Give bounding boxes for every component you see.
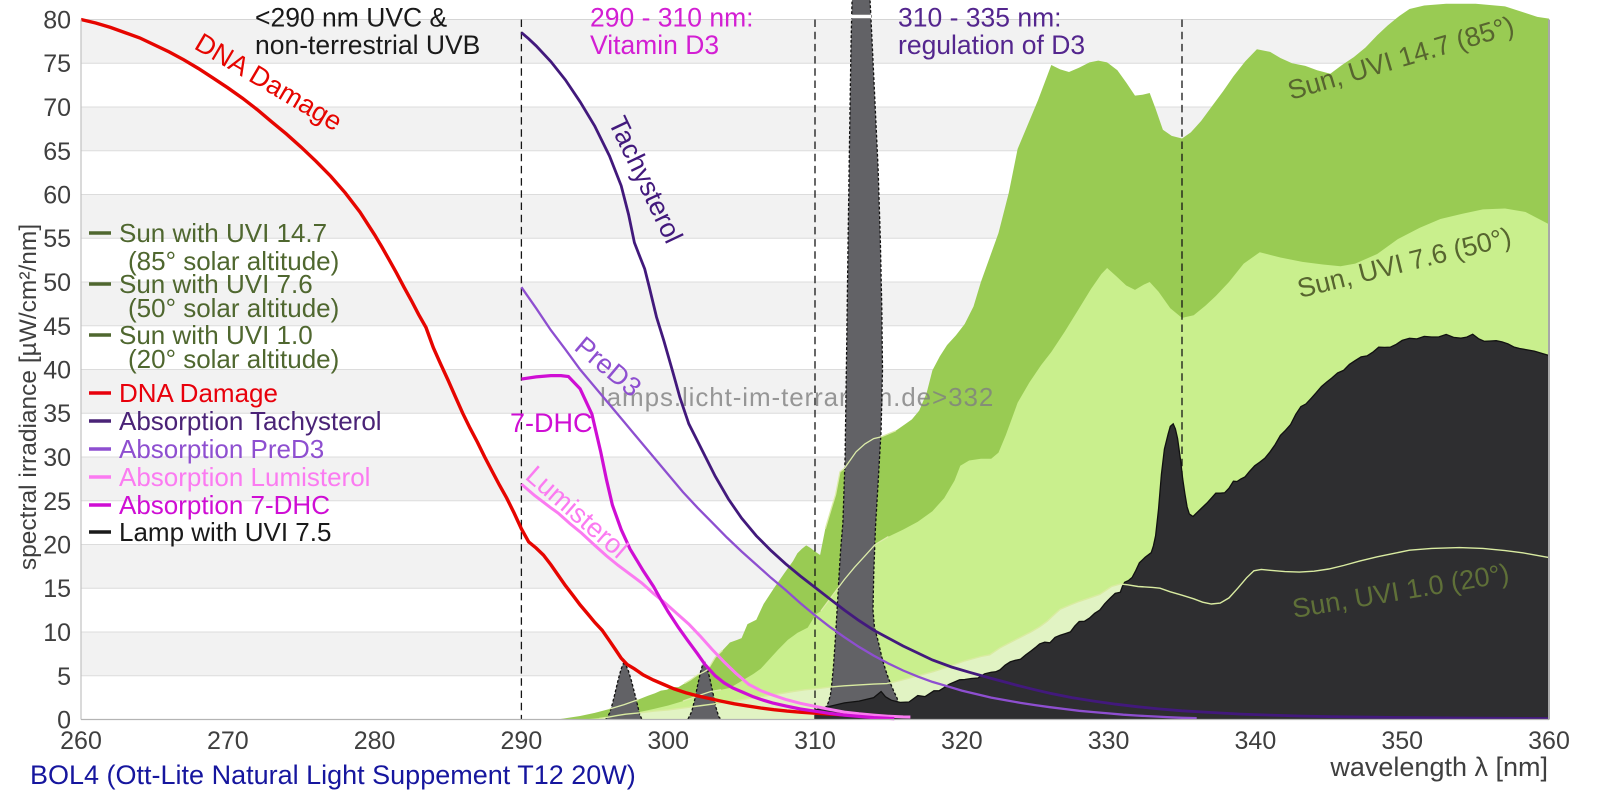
svg-text:Absorption Tachysterol: Absorption Tachysterol bbox=[119, 406, 382, 436]
svg-text:(85° solar altitude): (85° solar altitude) bbox=[128, 246, 339, 276]
svg-text:50: 50 bbox=[43, 269, 71, 297]
svg-text:Lamp with UVI 7.5: Lamp with UVI 7.5 bbox=[119, 517, 331, 547]
svg-text:Vitamin D3: Vitamin D3 bbox=[590, 30, 719, 60]
svg-text:DNA Damage: DNA Damage bbox=[119, 378, 278, 408]
svg-text:65: 65 bbox=[43, 138, 71, 166]
svg-text:Absorption Lumisterol: Absorption Lumisterol bbox=[119, 462, 370, 492]
svg-text:5: 5 bbox=[57, 663, 71, 691]
svg-text:350: 350 bbox=[1381, 727, 1423, 755]
svg-text:(20° solar altitude): (20° solar altitude) bbox=[128, 344, 339, 374]
svg-text:<290 nm UVC &: <290 nm UVC & bbox=[255, 3, 448, 33]
svg-text:75: 75 bbox=[43, 50, 71, 78]
svg-text:20: 20 bbox=[43, 532, 71, 560]
svg-text:spectral irradiance [µW/cm²/nm: spectral irradiance [µW/cm²/nm] bbox=[15, 224, 42, 570]
svg-text:280: 280 bbox=[354, 727, 396, 755]
svg-text:340: 340 bbox=[1235, 727, 1277, 755]
svg-text:regulation of D3: regulation of D3 bbox=[898, 30, 1085, 60]
svg-text:Sun with UVI 14.7: Sun with UVI 14.7 bbox=[119, 218, 327, 248]
svg-text:290: 290 bbox=[501, 727, 543, 755]
svg-text:45: 45 bbox=[43, 313, 71, 341]
svg-text:15: 15 bbox=[43, 575, 71, 603]
svg-text:60: 60 bbox=[43, 182, 71, 210]
svg-text:260: 260 bbox=[60, 727, 102, 755]
svg-text:310 - 335 nm:: 310 - 335 nm: bbox=[898, 3, 1062, 33]
svg-text:Absorption PreD3: Absorption PreD3 bbox=[119, 434, 324, 464]
svg-text:290 - 310 nm:: 290 - 310 nm: bbox=[590, 3, 754, 33]
svg-text:Sun with UVI 7.6: Sun with UVI 7.6 bbox=[119, 269, 313, 299]
svg-text:10: 10 bbox=[43, 619, 71, 647]
svg-text:lamps.licht-im-terrarium.de>33: lamps.licht-im-terrarium.de>332 bbox=[600, 382, 994, 412]
svg-text:30: 30 bbox=[43, 444, 71, 472]
svg-text:360: 360 bbox=[1528, 727, 1570, 755]
svg-text:Sun with UVI 1.0: Sun with UVI 1.0 bbox=[119, 320, 313, 350]
svg-text:40: 40 bbox=[43, 357, 71, 385]
svg-text:70: 70 bbox=[43, 94, 71, 122]
svg-text:BOL4 (Ott-Lite Natural Light S: BOL4 (Ott-Lite Natural Light Suppement T… bbox=[30, 760, 636, 790]
svg-text:270: 270 bbox=[207, 727, 249, 755]
svg-text:non-terrestrial UVB: non-terrestrial UVB bbox=[255, 30, 480, 60]
svg-text:310: 310 bbox=[794, 727, 836, 755]
svg-text:7-DHC: 7-DHC bbox=[510, 408, 593, 438]
svg-text:25: 25 bbox=[43, 488, 71, 516]
svg-text:(50° solar altitude): (50° solar altitude) bbox=[128, 293, 339, 323]
svg-text:wavelength λ [nm]: wavelength λ [nm] bbox=[1329, 752, 1548, 782]
svg-text:320: 320 bbox=[941, 727, 983, 755]
svg-text:300: 300 bbox=[647, 727, 689, 755]
svg-text:Absorption 7-DHC: Absorption 7-DHC bbox=[119, 490, 330, 520]
svg-text:0: 0 bbox=[57, 707, 71, 735]
svg-text:35: 35 bbox=[43, 400, 71, 428]
svg-text:80: 80 bbox=[43, 7, 71, 35]
svg-text:55: 55 bbox=[43, 225, 71, 253]
svg-text:330: 330 bbox=[1088, 727, 1130, 755]
